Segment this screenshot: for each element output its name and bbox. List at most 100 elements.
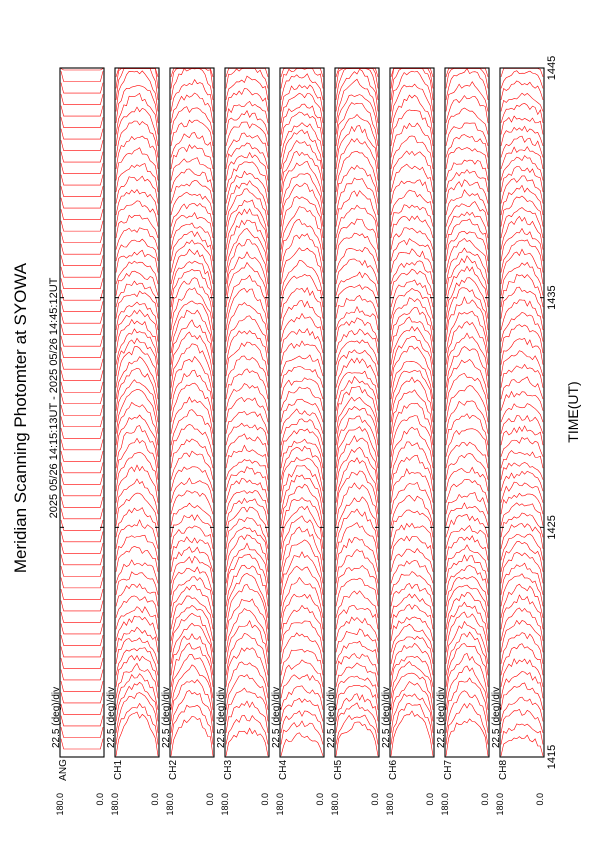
scan-trace	[500, 523, 544, 549]
scan-trace	[170, 168, 214, 193]
y-tick-label-max: 180.0	[385, 793, 395, 816]
scan-trace	[60, 658, 104, 669]
scan-trace	[225, 170, 269, 204]
scan-trace	[500, 583, 544, 618]
scan-trace	[60, 289, 104, 301]
y-tick-label-min: 0.0	[150, 793, 160, 806]
scan-trace	[225, 397, 269, 423]
scan-trace	[335, 94, 379, 135]
scan-trace	[390, 109, 434, 147]
scan-trace	[445, 478, 489, 503]
scan-trace	[445, 702, 489, 745]
x-axis-label: TIME(UT)	[565, 381, 581, 442]
panel-ch5: CH5 22.5 (deg)/div 180.0 0.0	[326, 67, 380, 816]
scan-trace	[225, 506, 269, 538]
scan-trace	[445, 502, 489, 526]
scan-trace	[60, 128, 104, 140]
scan-trace	[115, 492, 159, 526]
panel-background	[445, 68, 489, 757]
scan-trace	[445, 211, 489, 239]
scan-trace	[115, 615, 159, 641]
scan-trace	[280, 160, 324, 204]
scan-trace	[60, 324, 104, 335]
scan-trace	[225, 75, 269, 100]
panel-frame	[279, 67, 325, 758]
scan-trace	[225, 715, 269, 745]
scan-trace	[60, 404, 104, 416]
scan-trace	[115, 414, 159, 457]
scan-trace	[445, 81, 489, 112]
scan-trace	[445, 441, 489, 469]
scan-trace	[500, 541, 544, 572]
scan-trace	[115, 681, 159, 722]
scan-trace	[225, 132, 269, 158]
scan-trace	[280, 697, 324, 722]
scan-trace	[390, 287, 434, 319]
scan-trace	[60, 508, 104, 520]
scan-trace	[225, 219, 269, 262]
scan-trace	[60, 174, 104, 186]
y-tick-label-min: 0.0	[480, 793, 490, 806]
scan-trace	[225, 564, 269, 607]
scan-trace	[390, 279, 434, 308]
scan-trace	[390, 583, 434, 607]
scan-trace	[60, 393, 104, 405]
scan-trace	[115, 478, 159, 515]
scan-trace	[170, 106, 214, 135]
scan-trace	[115, 546, 159, 572]
scan-trace	[225, 341, 269, 377]
scan-trace	[390, 454, 434, 492]
scan-trace	[390, 661, 434, 699]
scan-trace	[335, 357, 379, 388]
scan-trace	[390, 693, 434, 733]
scan-trace	[335, 446, 379, 492]
scan-trace	[445, 601, 489, 641]
scan-trace	[445, 643, 489, 687]
scan-trace	[60, 669, 104, 681]
scan-trace	[60, 370, 104, 382]
scan-trace	[280, 593, 324, 630]
scan-trace	[500, 125, 544, 147]
scan-trace	[500, 135, 544, 158]
y-tick-label-min: 0.0	[205, 793, 215, 806]
scan-trace	[335, 317, 379, 342]
scan-trace	[225, 700, 269, 733]
scan-trace	[335, 218, 379, 250]
scan-trace	[335, 616, 379, 641]
scan-trace	[280, 497, 324, 538]
scan-trace	[500, 492, 544, 515]
scan-trace	[170, 382, 214, 423]
scan-trace	[445, 201, 489, 227]
scan-trace	[445, 179, 489, 204]
scan-trace	[445, 400, 489, 434]
scan-trace	[225, 411, 269, 434]
scan-trace	[115, 120, 159, 158]
scan-trace	[280, 259, 324, 296]
panel-ch1: CH1 22.5 (deg)/div 180.0 0.0	[106, 67, 160, 816]
scan-trace	[60, 577, 104, 589]
scan-trace	[225, 199, 269, 239]
scan-trace	[280, 122, 324, 158]
scan-trace	[445, 95, 489, 124]
scan-trace	[115, 92, 159, 135]
channel-label: CH1	[113, 760, 124, 780]
scan-trace	[390, 361, 434, 400]
scan-trace	[500, 92, 544, 112]
channel-label: CH3	[223, 760, 234, 780]
scan-trace	[60, 335, 104, 347]
scan-trace	[170, 239, 214, 273]
scan-trace	[170, 331, 214, 377]
scan-trace	[500, 450, 544, 469]
y-tick-label-max: 180.0	[275, 793, 285, 816]
scan-trace	[390, 248, 434, 273]
scan-trace	[60, 646, 104, 658]
scan-trace	[335, 137, 379, 181]
scan-trace	[280, 182, 324, 227]
scan-trace	[335, 426, 379, 469]
scan-trace	[390, 316, 434, 354]
scan-trace	[115, 606, 159, 630]
scan-trace	[280, 720, 324, 745]
chart-subtitle: 2025 05/26 14:15:13UT - 2025 05/26 14:45…	[48, 277, 60, 518]
scan-trace	[390, 204, 434, 227]
